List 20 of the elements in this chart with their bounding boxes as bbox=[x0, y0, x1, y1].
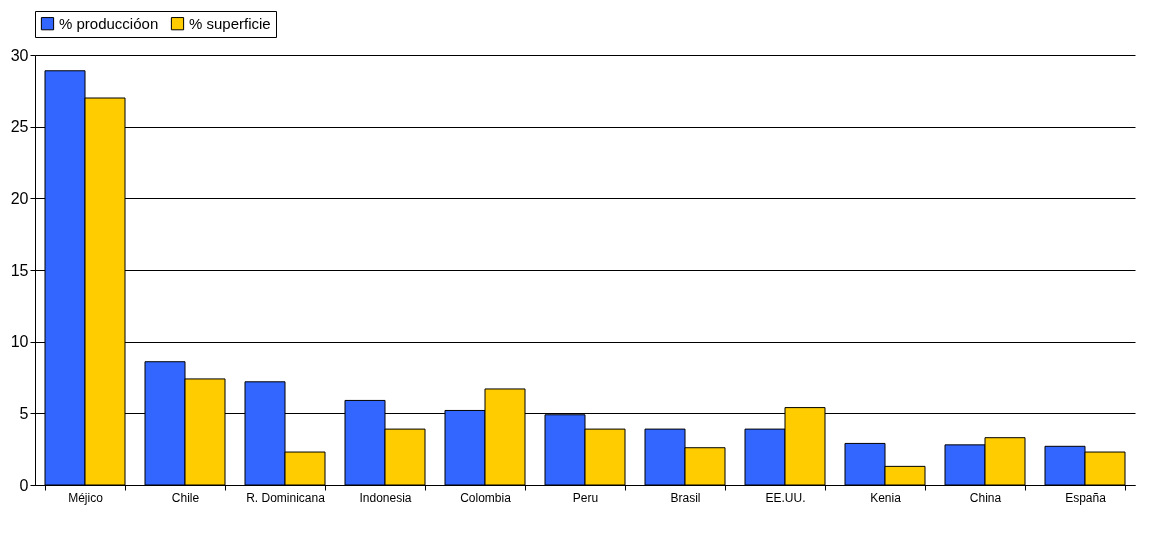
x-tick-label: EE.UU. bbox=[765, 490, 806, 505]
y-tick-label: 25 bbox=[10, 118, 29, 136]
x-tick-label: España bbox=[1065, 490, 1107, 505]
x-tick-label: R. Dominicana bbox=[246, 490, 326, 505]
legend-label: % produccióon bbox=[59, 14, 159, 32]
y-tick-label: 30 bbox=[10, 46, 29, 64]
x-tick-label: Brasil bbox=[670, 490, 701, 505]
x-tick-label: Peru bbox=[572, 490, 599, 505]
y-tick-label: 10 bbox=[10, 333, 29, 351]
y-tick-label: 5 bbox=[19, 404, 29, 422]
x-tick-label: Chile bbox=[171, 490, 200, 505]
y-tick-label: 0 bbox=[19, 476, 29, 494]
y-tick-label: 15 bbox=[10, 261, 29, 279]
y-tick-label: 20 bbox=[10, 189, 29, 207]
x-tick-label: Méjico bbox=[68, 490, 104, 505]
x-tick-label: Indonesia bbox=[359, 490, 412, 505]
x-tick-label: Colombia bbox=[460, 490, 512, 505]
x-tick-label: China bbox=[969, 490, 1002, 505]
legend-label: % superficie bbox=[189, 14, 271, 32]
x-tick-label: Kenia bbox=[870, 490, 902, 505]
